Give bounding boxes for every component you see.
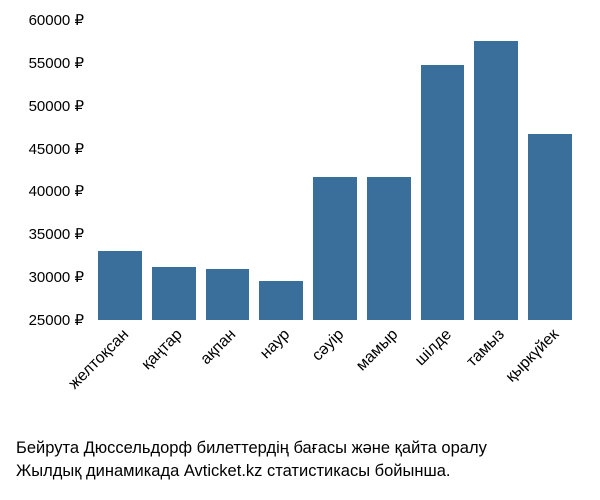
- y-tick-label: 60000 ₽: [29, 11, 84, 29]
- caption-line-2: Жылдық динамикада Avticket.kz статистика…: [16, 460, 600, 482]
- x-tick-label: шілде: [411, 326, 455, 370]
- x-tick-label: мамыр: [353, 326, 402, 375]
- y-tick-label: 55000 ₽: [29, 54, 84, 72]
- x-label-slot: ақпан: [206, 322, 250, 442]
- y-axis: 25000 ₽30000 ₽35000 ₽40000 ₽45000 ₽50000…: [10, 20, 88, 320]
- bar: [152, 267, 196, 320]
- x-tick-label: сәуір: [309, 326, 348, 365]
- bars-group: [90, 20, 580, 320]
- x-label-slot: сәуір: [313, 322, 357, 442]
- x-label-slot: шілде: [421, 322, 465, 442]
- x-axis: желтоқсанқаңтарақпаннаурсәуірмамыршілдет…: [90, 322, 580, 442]
- x-tick-label: ақпан: [198, 326, 241, 369]
- x-tick-label: тамыз: [464, 326, 509, 371]
- bar: [367, 177, 411, 320]
- y-tick-label: 45000 ₽: [29, 140, 84, 158]
- y-tick-label: 50000 ₽: [29, 97, 84, 115]
- bar: [259, 281, 303, 320]
- x-label-slot: мамыр: [367, 322, 411, 442]
- y-tick-label: 30000 ₽: [29, 268, 84, 286]
- chart-container: 25000 ₽ 30000 ₽ 35000 ₽ 40000 ₽ 45000 ₽ 50000…: [10, 10, 590, 490]
- plot-area: [90, 20, 580, 320]
- y-tick-label: 35000 ₽: [29, 225, 84, 243]
- y-tick-label: 40000 ₽: [29, 182, 84, 200]
- x-tick-label: қаңтар: [139, 326, 187, 374]
- bar: [98, 251, 142, 320]
- bar: [206, 269, 250, 320]
- y-tick-label: 25000 ₽: [29, 311, 84, 329]
- x-label-slot: қыркүйек: [528, 322, 572, 442]
- x-label-slot: наур: [259, 322, 303, 442]
- bar: [313, 177, 357, 320]
- x-tick-label: желтоқсан: [65, 326, 132, 393]
- bar: [421, 65, 465, 320]
- x-label-slot: қаңтар: [152, 322, 196, 442]
- chart-caption: Бейрута Дюссельдорф билеттердің бағасы ж…: [10, 437, 600, 482]
- x-label-slot: желтоқсан: [98, 322, 142, 442]
- x-labels-group: желтоқсанқаңтарақпаннаурсәуірмамыршілдет…: [90, 322, 580, 442]
- bar: [528, 134, 572, 320]
- x-tick-label: наур: [257, 326, 294, 363]
- bar: [474, 41, 518, 320]
- caption-line-1: Бейрута Дюссельдорф билеттердің бағасы ж…: [16, 437, 600, 459]
